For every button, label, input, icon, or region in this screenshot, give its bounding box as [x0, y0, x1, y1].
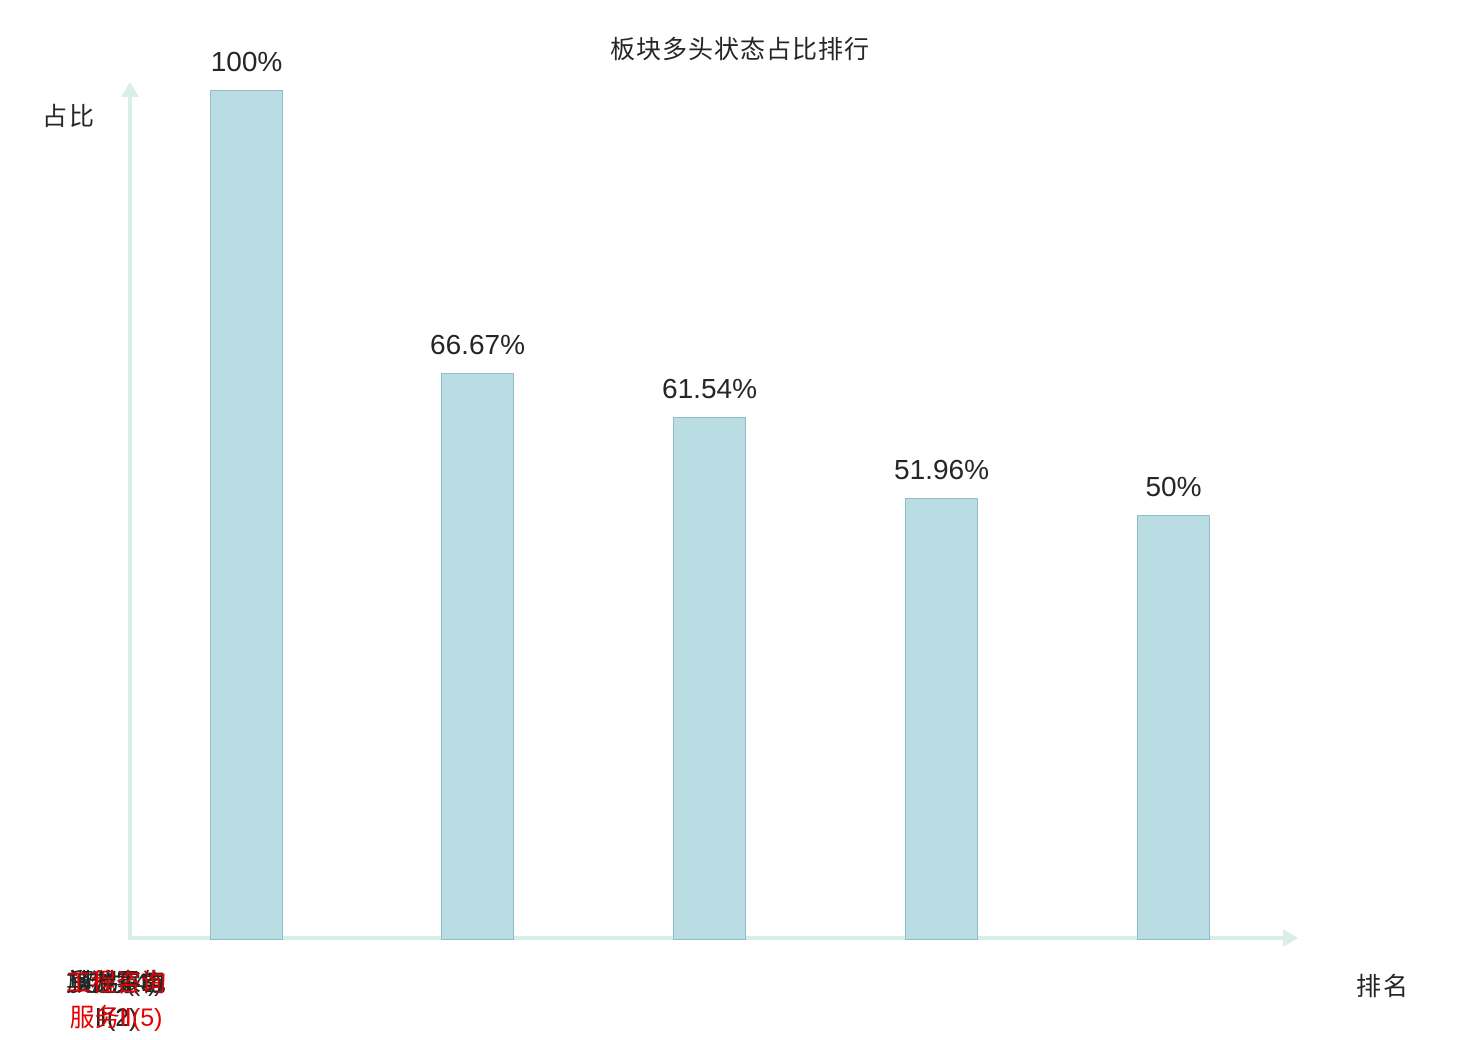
bar-value-label: 61.54%	[662, 373, 757, 404]
bar-column-1: 100%	[210, 46, 283, 940]
bar-value-label: 100%	[210, 46, 283, 77]
bar	[673, 417, 746, 940]
bar-value-label: 66.67%	[430, 329, 525, 360]
bar-column-3: 61.54%	[662, 373, 757, 940]
bar-value-label: 50%	[1145, 471, 1202, 502]
bar	[905, 498, 978, 940]
chart-title: 板块多头状态占比排行	[609, 36, 870, 64]
category-label-2: 其他家电 Ⅱ(2)	[65, 969, 166, 1032]
bar-column-4: 51.96%	[894, 454, 989, 940]
x-axis-arrow-icon	[1283, 929, 1298, 947]
bar-column-2: 66.67%	[430, 329, 525, 940]
category-label-3: 贸易Ⅱ(3)	[69, 969, 163, 997]
bar-value-label: 51.96%	[894, 454, 989, 485]
bar	[441, 373, 514, 940]
category-label-1: 旅游零售 Ⅱ(1)	[65, 969, 166, 1032]
y-axis-label: 占比	[42, 103, 97, 131]
category-label-5: 工程咨询 服务Ⅱ(5)	[65, 969, 166, 1032]
bar-column-5: 50%	[1137, 471, 1210, 940]
y-axis-arrow-icon	[121, 82, 139, 97]
y-axis-line	[128, 95, 132, 939]
bar	[1137, 515, 1210, 940]
x-axis-label: 排名	[1356, 973, 1411, 1001]
category-label-4: 电力(4)	[75, 969, 157, 997]
bar	[210, 90, 283, 940]
